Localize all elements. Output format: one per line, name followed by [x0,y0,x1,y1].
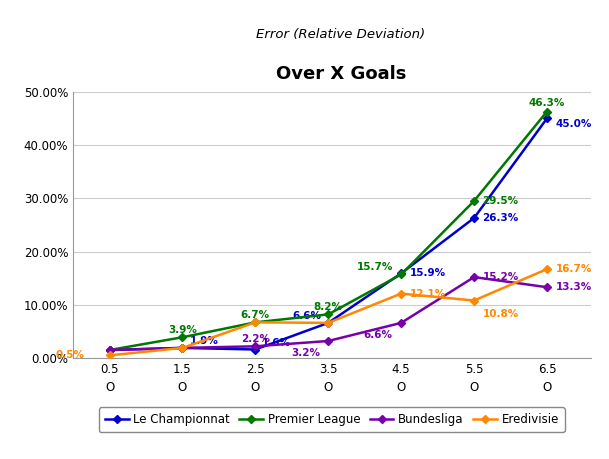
Text: 0.5%: 0.5% [55,350,85,360]
Text: 26.3%: 26.3% [482,213,519,223]
Eredivisie [470,298,477,303]
Premier League [179,335,186,340]
Text: 46.3%: 46.3% [529,98,565,108]
Text: 15.9%: 15.9% [409,269,446,278]
Eredivisie [179,345,186,351]
Le Championnat [543,116,551,121]
Text: 29.5%: 29.5% [482,196,518,206]
Text: 6.6%: 6.6% [364,330,393,341]
Bundesliga [252,343,259,349]
Le Championnat [252,347,259,352]
Line: Le Championnat: Le Championnat [107,115,550,353]
Bundesliga [325,338,332,344]
Text: 1.6%: 1.6% [262,337,291,347]
Text: 2.2%: 2.2% [241,334,270,344]
Premier League [398,272,405,277]
Text: 13.3%: 13.3% [555,282,591,292]
Text: 8.2%: 8.2% [314,302,343,313]
Text: 6.7%: 6.7% [241,310,270,320]
Text: 1.9%: 1.9% [189,336,218,346]
Text: 15.7%: 15.7% [356,263,393,273]
Premier League [252,319,259,325]
Eredivisie [398,291,405,297]
Text: 6.6%: 6.6% [292,311,322,321]
Bundesliga [106,347,113,353]
Line: Premier League: Premier League [107,108,550,353]
Premier League [106,347,113,353]
Eredivisie [106,353,113,358]
Bundesliga [398,320,405,325]
Le Championnat [398,271,405,276]
Text: Over X Goals: Over X Goals [276,65,406,83]
Le Championnat [106,347,113,353]
Text: 45.0%: 45.0% [555,119,592,129]
Text: 10.8%: 10.8% [482,309,519,319]
Le Championnat [179,345,186,351]
Premier League [543,109,551,114]
Premier League [325,312,332,317]
Bundesliga [179,345,186,351]
Bundesliga [543,285,551,290]
Text: 3.9%: 3.9% [168,325,197,336]
Le Championnat [470,215,477,221]
Eredivisie [543,266,551,272]
Eredivisie [325,320,332,325]
Text: Error (Relative Deviation): Error (Relative Deviation) [256,28,426,41]
Line: Bundesliga: Bundesliga [107,274,550,353]
Premier League [470,198,477,204]
Text: 12.1%: 12.1% [409,289,446,299]
Text: 3.2%: 3.2% [291,348,320,358]
Legend: Le Championnat, Premier League, Bundesliga, Eredivisie: Le Championnat, Premier League, Bundesli… [99,407,565,432]
Text: 15.2%: 15.2% [482,272,519,282]
Eredivisie [252,319,259,325]
Line: Eredivisie: Eredivisie [107,266,550,358]
Bundesliga [470,274,477,280]
Text: 16.7%: 16.7% [555,264,592,274]
Le Championnat [325,320,332,325]
